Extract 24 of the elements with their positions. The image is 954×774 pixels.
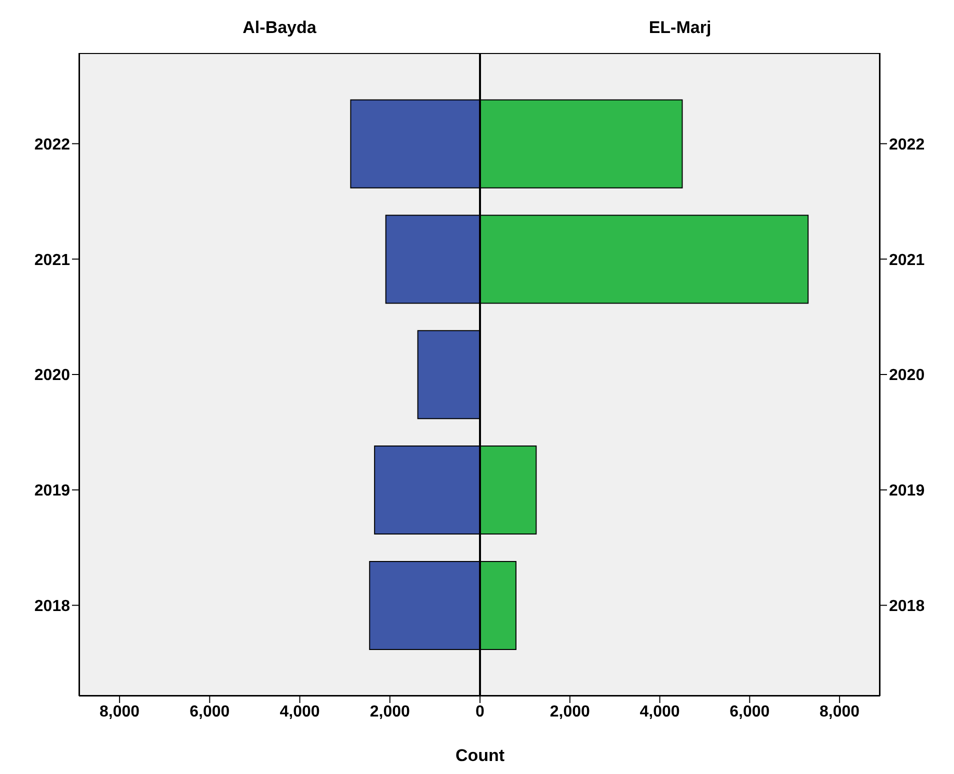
y-tick-label: 2022 xyxy=(889,136,925,154)
y-tick-label: 2019 xyxy=(889,482,925,500)
chart-title: Al-Bayda xyxy=(242,18,318,38)
chart-title: EL-Marj xyxy=(648,18,712,38)
y-tick-label: 2019 xyxy=(34,482,70,500)
x-tick-label: 2,000 xyxy=(370,703,410,720)
bar xyxy=(385,214,480,304)
x-tick-label: 4,000 xyxy=(280,703,320,720)
y-tick-label: 2018 xyxy=(889,598,925,615)
x-tick-label: 6,000 xyxy=(190,703,230,720)
x-tick-label: 4,000 xyxy=(640,703,680,720)
y-tick-label: 2020 xyxy=(889,367,925,384)
y-tick-label: 2018 xyxy=(34,598,70,615)
y-tick-label: 2021 xyxy=(889,252,925,269)
bar xyxy=(417,330,480,420)
x-axis-title: Count xyxy=(454,746,506,766)
x-tick-label: 0 xyxy=(476,703,485,720)
x-tick-label: 6,000 xyxy=(730,703,770,720)
y-tick-label: 2021 xyxy=(34,252,70,269)
x-tick-label: 2,000 xyxy=(550,703,590,720)
x-tick-label: 8,000 xyxy=(100,703,140,720)
y-tick-label: 2022 xyxy=(34,136,70,154)
y-tick-label: 2020 xyxy=(34,367,70,384)
x-tick-label: 8,000 xyxy=(820,703,860,720)
